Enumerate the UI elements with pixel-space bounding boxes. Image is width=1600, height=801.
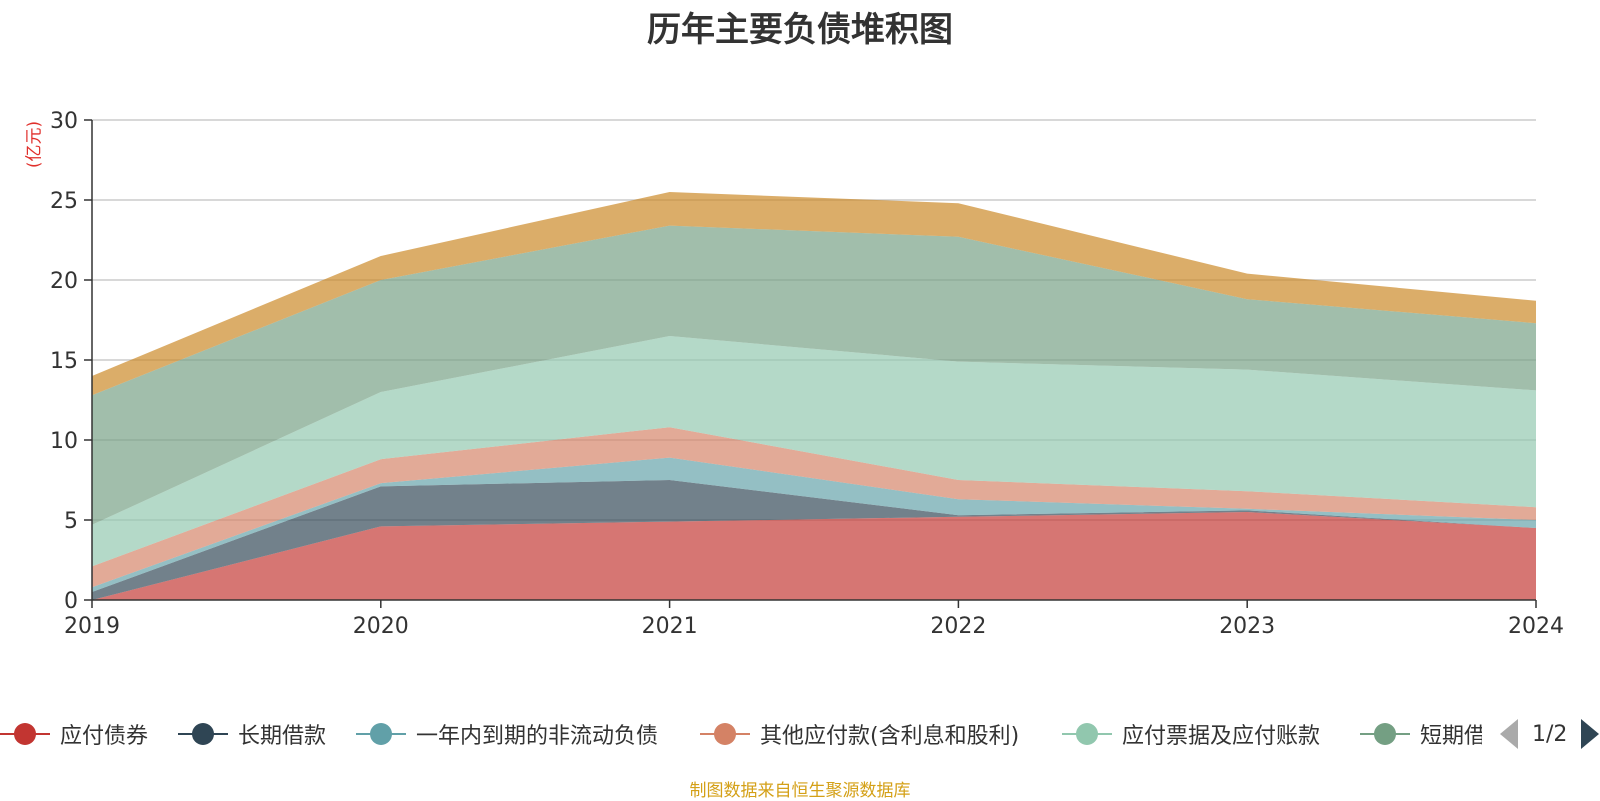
legend-item[interactable]: 应付债券	[0, 712, 148, 756]
legend-item[interactable]: 应付票据及应付账款	[1062, 712, 1320, 756]
legend-label: 其他应付款(含利息和股利)	[760, 724, 1020, 749]
legend-marker-icon	[0, 722, 50, 746]
area-series[interactable]	[92, 192, 1536, 396]
chart-title: 历年主要负债堆积图	[647, 10, 953, 50]
y-tick-label: 20	[50, 269, 78, 294]
stacked-area-chart: 0 5 10 15 20 25 30 2019 2020 2021 2022 2023 2024	[50, 109, 1564, 639]
y-tick-label: 30	[50, 109, 78, 134]
source-note: 制图数据来自恒生聚源数据库	[689, 781, 911, 801]
legend-label: 短期借款	[1420, 724, 1482, 749]
legend-label: 应付票据及应付账款	[1122, 724, 1321, 749]
legend-item[interactable]: 一年内到期的非流动负债	[356, 712, 658, 756]
area-series[interactable]	[92, 480, 1536, 600]
legend-label: 一年内到期的非流动负债	[416, 724, 659, 749]
x-tick-label: 2023	[1219, 614, 1275, 639]
area-series[interactable]	[92, 336, 1536, 567]
legend-next-page-icon[interactable]	[1581, 719, 1600, 749]
legend-pager: 1/2	[1500, 716, 1600, 752]
y-tick-label: 0	[64, 589, 78, 614]
x-tick-label: 2019	[64, 614, 120, 639]
legend-label: 应付债券	[60, 724, 149, 749]
x-tick-label: 2024	[1508, 614, 1564, 639]
y-tick-label: 15	[50, 349, 78, 374]
area-series[interactable]	[92, 427, 1536, 588]
area-series[interactable]	[92, 225, 1536, 525]
y-tick-label: 10	[50, 429, 78, 454]
legend-marker-icon	[178, 722, 228, 746]
x-tick-label: 2020	[353, 614, 409, 639]
x-tick-label: 2021	[642, 614, 698, 639]
legend-marker-icon	[1360, 722, 1410, 746]
y-tick-label: 25	[50, 189, 78, 214]
legend: 应付债券 长期借款 一年内到期的非流动负债 其他应付款(含利息和股利) 应付票据及应付账…	[0, 712, 1482, 756]
area-series[interactable]	[92, 512, 1536, 600]
legend-page-indicator: 1/2	[1532, 721, 1568, 747]
legend-viewport: 应付债券 长期借款 一年内到期的非流动负债 其他应付款(含利息和股利) 应付票据及应付账…	[0, 712, 1482, 756]
y-tick-label: 5	[64, 509, 78, 534]
legend-marker-icon	[1062, 722, 1112, 746]
legend-marker-icon	[700, 722, 750, 746]
legend-marker-icon	[356, 722, 406, 746]
legend-item[interactable]: 短期借款	[1360, 712, 1482, 756]
area-series[interactable]	[92, 457, 1536, 592]
legend-item[interactable]: 其他应付款(含利息和股利)	[700, 712, 1019, 756]
legend-prev-page-icon[interactable]	[1500, 719, 1518, 749]
legend-label: 长期借款	[238, 724, 327, 749]
x-tick-label: 2022	[930, 614, 986, 639]
legend-item[interactable]: 长期借款	[178, 712, 326, 756]
